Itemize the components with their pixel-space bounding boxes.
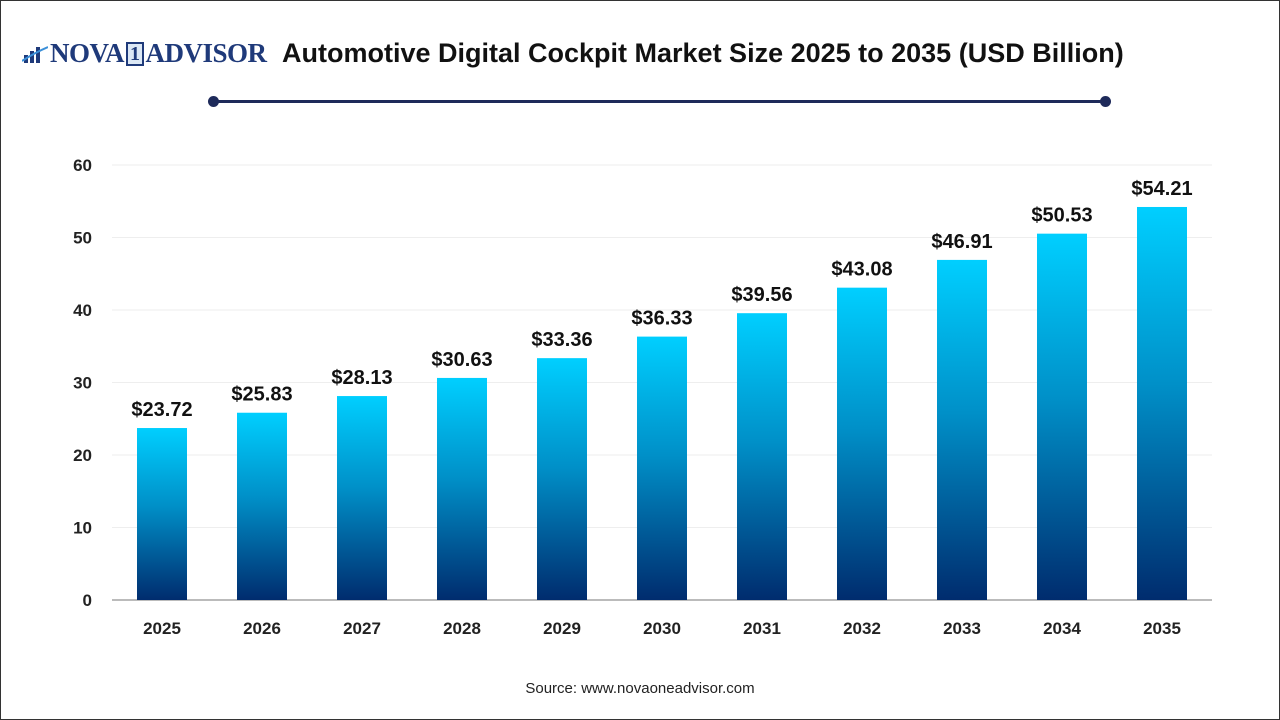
x-tick-label: 2030 <box>643 619 681 638</box>
data-label: $39.56 <box>731 284 792 306</box>
y-tick-label: 40 <box>73 301 92 320</box>
data-label: $30.63 <box>431 349 492 371</box>
x-tick-label: 2028 <box>443 619 481 638</box>
bar <box>137 428 187 600</box>
bar <box>437 377 487 600</box>
data-label: $23.72 <box>131 399 192 421</box>
x-tick-label: 2031 <box>743 619 781 638</box>
x-tick-label: 2035 <box>1143 619 1181 638</box>
x-tick-label: 2029 <box>543 619 581 638</box>
bar <box>237 412 287 600</box>
data-label: $46.91 <box>931 231 992 253</box>
x-tick-label: 2026 <box>243 619 281 638</box>
title-rule-dot-left <box>208 96 219 107</box>
x-tick-label: 2033 <box>943 619 981 638</box>
y-tick-label: 0 <box>83 591 92 610</box>
bar <box>537 358 587 600</box>
logo: NOVA 1 ADVISOR <box>22 38 267 69</box>
data-label: $25.83 <box>231 384 292 406</box>
bar <box>937 259 987 600</box>
x-tick-label: 2032 <box>843 619 881 638</box>
logo-text-advisor: ADVISOR <box>145 38 268 68</box>
y-tick-label: 30 <box>73 374 92 393</box>
data-label: $54.21 <box>1131 178 1192 200</box>
y-tick-label: 60 <box>73 156 92 175</box>
y-tick-label: 50 <box>73 229 92 248</box>
x-tick-label: 2025 <box>143 619 181 638</box>
y-tick-label: 20 <box>73 446 92 465</box>
y-tick-label: 10 <box>73 519 92 538</box>
source-note: Source: www.novaoneadvisor.com <box>525 680 755 697</box>
x-tick-label: 2027 <box>343 619 381 638</box>
bar <box>1137 206 1187 601</box>
data-label: $28.13 <box>331 367 392 389</box>
data-label: $50.53 <box>1031 205 1092 227</box>
bar <box>737 313 787 600</box>
x-tick-label: 2034 <box>1043 619 1081 638</box>
bar <box>837 287 887 600</box>
bar <box>637 336 687 600</box>
chart-title: Automotive Digital Cockpit Market Size 2… <box>282 38 1124 68</box>
data-label: $36.33 <box>631 308 692 330</box>
bar <box>1037 233 1087 600</box>
title-rule-dot-right <box>1100 96 1111 107</box>
logo-text-nova: NOVA <box>50 38 125 68</box>
data-label: $33.36 <box>531 329 592 351</box>
bar <box>337 396 387 600</box>
logo-bars-icon <box>22 45 48 63</box>
title-rule <box>213 100 1106 103</box>
data-label: $43.08 <box>831 259 892 281</box>
logo-text-one: 1 <box>126 41 144 66</box>
